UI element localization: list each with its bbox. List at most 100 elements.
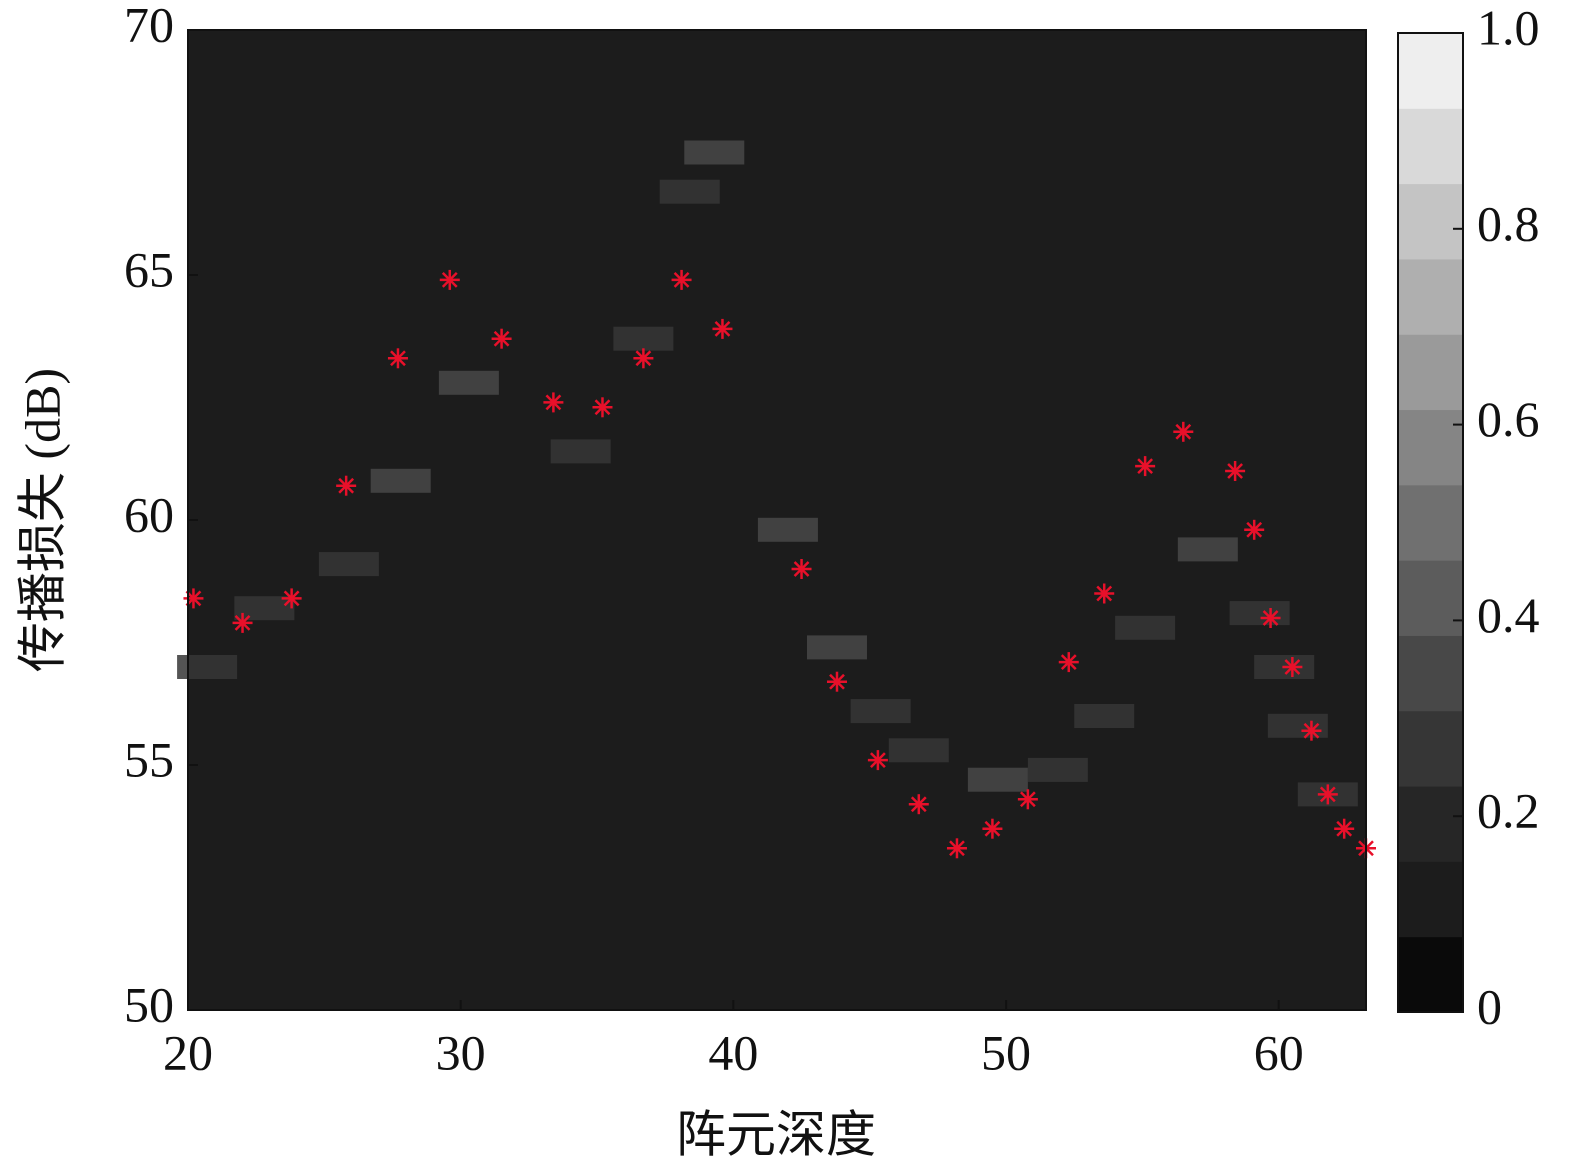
colorbar-band: [1398, 334, 1463, 411]
y-tick-label: 60: [124, 486, 174, 542]
scatter-point: [712, 318, 733, 339]
colorbar-band: [1398, 786, 1463, 862]
asterisk-stroke: [594, 399, 611, 416]
asterisk-stroke: [1284, 659, 1301, 675]
asterisk-stroke: [234, 615, 251, 631]
asterisk-stroke: [1336, 820, 1353, 837]
scatter-point: [183, 588, 204, 609]
scatter-point: [281, 588, 302, 609]
scatter-point: [908, 794, 929, 815]
asterisk-stroke: [493, 330, 510, 347]
colorbar-band: [1398, 560, 1463, 636]
heatmap-cell: [967, 767, 1028, 792]
colorbar-band: [1398, 635, 1463, 712]
scatter-point: [1017, 789, 1038, 810]
heatmap-cell: [806, 635, 867, 660]
scatter-point: [633, 348, 654, 369]
x-tick-label: 20: [163, 1024, 213, 1080]
asterisk-stroke: [1227, 463, 1243, 479]
heatmap-cell: [613, 326, 674, 351]
scatter-point: [791, 559, 812, 579]
y-tick-label: 50: [124, 976, 174, 1032]
scatter-point: [982, 818, 1003, 839]
colorbar-band: [1398, 409, 1463, 486]
scatter-point: [387, 348, 408, 369]
y-tick-label: 70: [124, 0, 174, 52]
colorbar-band: [1398, 108, 1463, 185]
asterisk-stroke: [714, 321, 731, 337]
scatter-point: [826, 671, 847, 692]
scatter-point: [491, 328, 512, 349]
asterisk-stroke: [283, 590, 300, 607]
x-tick-label: 60: [1254, 1024, 1304, 1080]
heatmap-cell: [370, 468, 431, 493]
asterisk-stroke: [910, 796, 927, 813]
asterisk-stroke: [1137, 458, 1154, 474]
scatter-point: [1301, 720, 1322, 741]
heatmap-cell: [1115, 615, 1176, 640]
asterisk-stroke: [793, 561, 810, 577]
asterisk-stroke: [870, 752, 886, 768]
colorbar-tick-label: 0.4: [1477, 587, 1540, 643]
heatmap-cell: [659, 179, 720, 204]
heatmap-cell: [1074, 704, 1135, 728]
colorbar-tick-label: 0.2: [1477, 783, 1540, 839]
colorbar-frame: [1397, 32, 1464, 1013]
asterisk-stroke: [1262, 610, 1279, 626]
colorbar-tick-label: 0.6: [1477, 391, 1540, 447]
scatter-point: [592, 397, 613, 418]
scatter-point: [1282, 657, 1303, 677]
x-tick-label: 30: [436, 1024, 486, 1080]
x-tick-label: 40: [708, 1024, 758, 1080]
y-axis-label: 传播损失 (dB): [14, 368, 70, 672]
scatter-point: [946, 838, 967, 859]
scatter-point: [1135, 456, 1156, 477]
asterisk-stroke: [949, 840, 965, 857]
x-tick-label: 50: [981, 1024, 1031, 1080]
colorbar-band: [1398, 861, 1463, 938]
y-tick-label: 65: [124, 241, 174, 297]
asterisk-stroke: [635, 350, 652, 367]
asterisk-stroke: [1319, 786, 1336, 803]
asterisk-stroke: [1060, 654, 1077, 670]
asterisk-stroke: [1019, 791, 1036, 808]
heatmap-cell: [1229, 601, 1290, 626]
asterisk-stroke: [441, 272, 458, 288]
heatmap-cell: [550, 439, 611, 464]
asterisk-stroke: [1303, 722, 1320, 739]
scatter-point: [1094, 583, 1115, 604]
colorbar-band: [1398, 710, 1463, 787]
colorbar-band: [1398, 183, 1463, 260]
colorbar-band: [1398, 484, 1463, 561]
heatmap-cell: [234, 596, 295, 621]
heatmap-cell: [850, 699, 911, 724]
scatter-point: [1334, 818, 1355, 839]
colorbar-tick-label: 1.0: [1477, 0, 1540, 55]
heatmap-cell: [757, 517, 818, 542]
scatter-point: [1260, 608, 1281, 628]
heatmap-cell: [1177, 537, 1238, 562]
asterisk-stroke: [1246, 521, 1263, 538]
x-axis-label: 阵元深度: [676, 1106, 876, 1162]
asterisk-stroke: [673, 272, 690, 288]
heatmap-cell: [438, 370, 499, 395]
scatter-point: [1058, 652, 1079, 673]
colorbar-band: [1398, 33, 1463, 109]
heatmap-cell: [318, 552, 379, 577]
scatter-point: [336, 475, 357, 496]
asterisk-stroke: [984, 820, 1001, 837]
colorbar-band: [1398, 258, 1463, 335]
heatmap-cell: [684, 140, 745, 165]
heatmap-cell: [1027, 757, 1088, 782]
scatter-point: [232, 612, 253, 633]
colorbar-band: [1398, 936, 1463, 1013]
heatmap-cell: [1267, 713, 1328, 738]
colorbar-tick-label: 0.8: [1477, 195, 1540, 251]
asterisk-stroke: [1096, 585, 1113, 602]
scatter-point: [439, 269, 460, 290]
asterisk-stroke: [390, 350, 406, 367]
heatmap-cell: [888, 738, 949, 763]
scatter-point: [671, 269, 692, 290]
y-tick-label: 55: [124, 731, 174, 787]
